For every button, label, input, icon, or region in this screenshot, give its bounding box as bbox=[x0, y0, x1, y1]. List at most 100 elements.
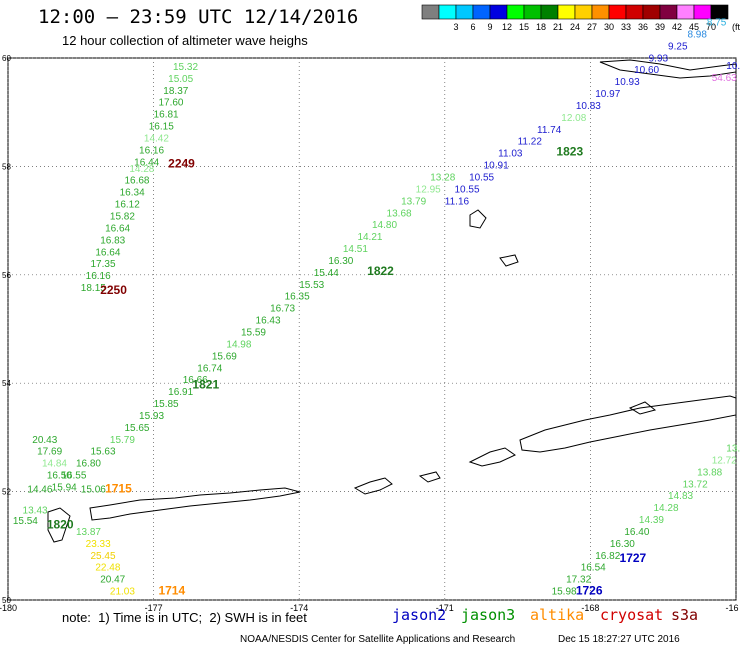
swh-value-label: 23.33 bbox=[86, 539, 111, 550]
swh-value-label: 25.45 bbox=[91, 551, 116, 562]
swh-value-label: 15.82 bbox=[110, 212, 135, 223]
colorbar-tick-label: 18 bbox=[536, 22, 546, 32]
swh-value-label: 10.93 bbox=[615, 77, 640, 88]
swh-value-label: 14.98 bbox=[226, 339, 251, 350]
coastline bbox=[353, 477, 393, 495]
swh-value-label: 13.68 bbox=[387, 208, 412, 219]
pass-time-label: 1821 bbox=[192, 378, 219, 392]
x-tick-label: -177 bbox=[145, 603, 163, 613]
swh-value-label: 12.72 bbox=[712, 455, 737, 466]
colorbar-tick-label: 39 bbox=[655, 22, 665, 32]
swh-value-label: 16.43 bbox=[256, 316, 281, 327]
y-tick-label: 60 bbox=[2, 54, 11, 63]
swh-value-label: 10.97 bbox=[595, 89, 620, 100]
colorbar-tick-label: 70 bbox=[706, 22, 716, 32]
colorbar-tick-label: 3 bbox=[453, 22, 458, 32]
coastline bbox=[628, 401, 657, 415]
y-tick-label: 54 bbox=[2, 379, 11, 388]
colorbar-tick-label: 45 bbox=[689, 22, 699, 32]
coastline bbox=[418, 471, 441, 483]
swh-value-label: 14.80 bbox=[372, 220, 397, 231]
swh-value-label: 13.88 bbox=[697, 467, 722, 478]
colorbar-tick-label: 15 bbox=[519, 22, 529, 32]
swh-value-label: 12.08 bbox=[561, 113, 586, 124]
swh-value-label: 15.85 bbox=[154, 399, 179, 410]
swh-value-label: 16.30 bbox=[328, 256, 353, 267]
swh-value-label: 15.94 bbox=[52, 483, 77, 494]
swh-value-label: 16.34 bbox=[120, 188, 145, 199]
swh-value-label: 13.79 bbox=[401, 196, 426, 207]
swh-value-label: 15.69 bbox=[212, 351, 237, 362]
swh-value-label: 16.40 bbox=[624, 527, 649, 538]
pass-time-label: 1714 bbox=[158, 584, 185, 598]
colorbar-swatch bbox=[710, 4, 729, 20]
swh-value-label: 14.83 bbox=[668, 491, 693, 502]
credit-date: Dec 15 18:27:27 UTC 2016 bbox=[558, 634, 680, 645]
swh-value-label: 15.98 bbox=[552, 587, 577, 598]
swh-value-label: 16.66 bbox=[183, 375, 208, 386]
swh-value-label: 22.48 bbox=[95, 563, 120, 574]
swh-value-label: 10.83 bbox=[576, 101, 601, 112]
swh-value-label: 14.21 bbox=[357, 232, 382, 243]
coastline bbox=[468, 447, 516, 467]
legend-item-jason3: jason3 bbox=[461, 606, 516, 624]
swh-value-label: 15.44 bbox=[314, 268, 339, 279]
credit-text: NOAA/NESDIS Center for Satellite Applica… bbox=[240, 634, 516, 645]
pass-time-label: 1726 bbox=[576, 584, 603, 598]
page-subtitle: 12 hour collection of altimeter wave hei… bbox=[62, 33, 308, 48]
coastline bbox=[89, 487, 301, 521]
swh-value-label: 9.25 bbox=[668, 41, 688, 52]
swh-value-label: 16.54 bbox=[581, 563, 606, 574]
swh-value-label: 13.28 bbox=[430, 172, 455, 183]
colorbar-tick-label: 6 bbox=[470, 22, 475, 32]
colorbar-tick-label: 30 bbox=[604, 22, 614, 32]
pass-time-label: 1823 bbox=[556, 145, 583, 159]
swh-value-label: 14.28 bbox=[653, 503, 678, 514]
legend-item-altika: altika bbox=[530, 606, 585, 624]
swh-value-label: 16.15 bbox=[149, 122, 174, 133]
swh-value-label: 54.63 bbox=[712, 73, 737, 84]
swh-value-label: 17.69 bbox=[37, 447, 62, 458]
pass-time-label: 1820 bbox=[47, 517, 74, 531]
swh-value-label: 14.42 bbox=[144, 133, 169, 144]
swh-value-label: 10. bbox=[726, 61, 740, 72]
pass-time-label: 1822 bbox=[367, 264, 394, 278]
swh-value-label: 16.55 bbox=[61, 471, 86, 482]
swh-value-label: 16.73 bbox=[270, 304, 295, 315]
swh-value-label: 12.95 bbox=[416, 184, 441, 195]
swh-value-label: 10.60 bbox=[634, 65, 659, 76]
swh-value-label: 18.15 bbox=[81, 283, 106, 294]
swh-value-label: 16.91 bbox=[168, 387, 193, 398]
swh-value-label: 15.79 bbox=[110, 435, 135, 446]
swh-value-label: 16.83 bbox=[100, 235, 125, 246]
swh-value-label: 17.35 bbox=[91, 259, 116, 270]
swh-value-label: 18.37 bbox=[163, 86, 188, 97]
pass-time-label: 1715 bbox=[105, 482, 132, 496]
swh-value-label: 14.39 bbox=[639, 515, 664, 526]
colorbar-unit: (ft) bbox=[732, 22, 740, 32]
swh-value-label: 16.50 bbox=[47, 471, 72, 482]
x-tick-label: -180 bbox=[0, 603, 17, 613]
swh-value-label: 11.74 bbox=[537, 125, 562, 136]
colorbar-tick-label: 9 bbox=[487, 22, 492, 32]
swh-value-label: 13.87 bbox=[76, 527, 101, 538]
pass-time-label: 2249 bbox=[168, 156, 195, 170]
coastline bbox=[469, 209, 487, 229]
swh-value-label: 16.16 bbox=[86, 271, 111, 282]
y-tick-label: 50 bbox=[2, 596, 11, 605]
swh-value-label: 16.35 bbox=[285, 292, 310, 303]
swh-value-label: 8.98 bbox=[687, 29, 707, 40]
swh-value-label: 16.16 bbox=[139, 145, 164, 156]
swh-value-label: 16.30 bbox=[610, 539, 635, 550]
swh-value-label: 15.53 bbox=[299, 280, 324, 291]
colorbar-tick-label: 27 bbox=[587, 22, 597, 32]
swh-value-label: 15.65 bbox=[124, 423, 149, 434]
swh-value-label: 16.81 bbox=[154, 110, 179, 121]
colorbar-tick-label: 33 bbox=[621, 22, 631, 32]
pass-time-label: 1727 bbox=[620, 551, 647, 565]
swh-value-label: 15.93 bbox=[139, 411, 164, 422]
swh-value-label: 15.05 bbox=[168, 74, 193, 85]
y-tick-label: 58 bbox=[2, 162, 11, 171]
x-tick-label: -174 bbox=[290, 603, 308, 613]
